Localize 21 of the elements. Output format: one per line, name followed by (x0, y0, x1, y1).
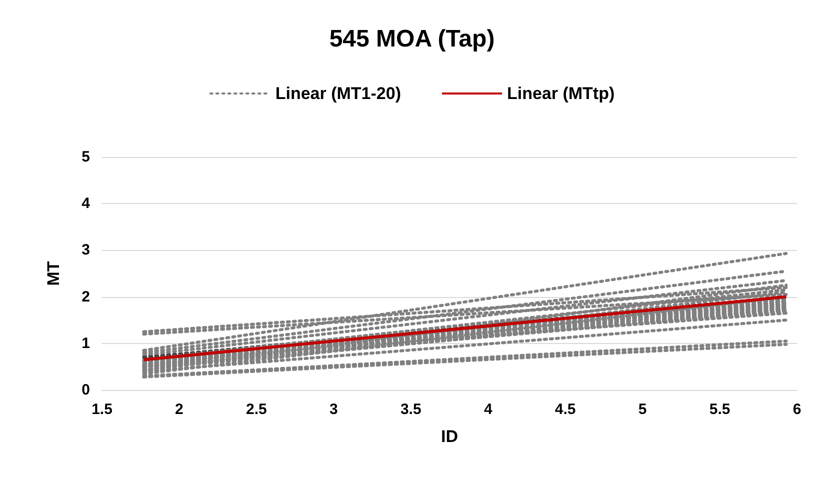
legend-label: Linear (MT1-20) (275, 84, 401, 103)
x-tick-label: 5.5 (709, 401, 730, 418)
chart-title: 545 MOA (Tap) (329, 26, 495, 52)
x-tick-label: 6 (792, 401, 802, 418)
x-tick-label: 4 (484, 401, 493, 418)
y-tick-label: 5 (82, 148, 90, 166)
x-tick-label: 3.5 (400, 401, 422, 418)
y-tick-label: 0 (82, 382, 90, 398)
y-tick-label: 1 (82, 334, 90, 352)
x-tick-label: 4.5 (554, 401, 576, 418)
x-tick-label: 2.5 (246, 401, 267, 418)
y-axis-title: MT (44, 260, 63, 286)
y-tick-label: 4 (82, 195, 91, 212)
x-tick-label: 1.5 (92, 401, 112, 418)
y-tick-label: 3 (82, 242, 90, 259)
x-tick-label: 5 (638, 401, 647, 418)
x-tick-label: 3 (329, 401, 338, 418)
x-tick-label: 2 (175, 401, 184, 418)
y-tick-label: 2 (82, 288, 90, 306)
legend-label: Linear (MTtp) (506, 84, 615, 103)
x-axis-title: ID (441, 427, 458, 446)
